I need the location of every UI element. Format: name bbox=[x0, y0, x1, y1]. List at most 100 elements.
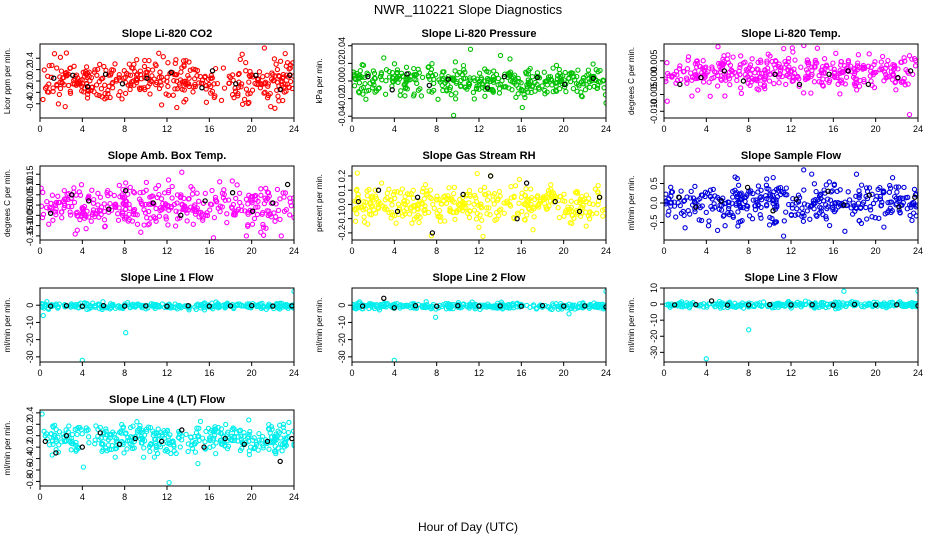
data-point bbox=[899, 78, 905, 84]
data-point bbox=[149, 73, 155, 79]
data-point bbox=[73, 442, 79, 449]
data-point bbox=[116, 182, 122, 189]
data-point bbox=[570, 85, 577, 92]
data-point bbox=[837, 304, 843, 310]
data-point bbox=[720, 213, 727, 219]
data-point bbox=[664, 302, 670, 308]
data-point bbox=[542, 78, 548, 85]
x-tick-label: 16 bbox=[516, 124, 526, 134]
data-point bbox=[530, 227, 536, 233]
x-tick-label: 4 bbox=[392, 246, 397, 256]
data-point bbox=[466, 214, 473, 221]
data-point bbox=[209, 187, 215, 194]
data-point bbox=[881, 78, 887, 84]
data-point bbox=[789, 202, 795, 208]
x-tick-label: 24 bbox=[913, 246, 923, 256]
data-point bbox=[137, 435, 143, 442]
data-point bbox=[372, 210, 379, 216]
data-point bbox=[809, 171, 815, 177]
data-point bbox=[71, 185, 77, 191]
data-point bbox=[550, 190, 557, 196]
data-point bbox=[364, 70, 370, 76]
data-point bbox=[805, 61, 812, 68]
data-point bbox=[114, 443, 120, 449]
highlight-point bbox=[772, 71, 778, 78]
highlight-point bbox=[179, 427, 185, 433]
data-point bbox=[734, 77, 740, 84]
highlight-point bbox=[116, 441, 123, 447]
data-point bbox=[419, 74, 426, 81]
data-point bbox=[224, 219, 230, 226]
data-point bbox=[57, 74, 63, 80]
highlight-point bbox=[233, 81, 239, 87]
data-point bbox=[178, 192, 184, 198]
data-point bbox=[74, 81, 80, 87]
data-point bbox=[908, 302, 914, 308]
data-point bbox=[508, 195, 514, 201]
data-point bbox=[183, 96, 189, 103]
data-point bbox=[270, 439, 276, 446]
data-point bbox=[446, 185, 452, 191]
data-point bbox=[426, 64, 432, 70]
x-tick-label: 4 bbox=[80, 368, 85, 378]
data-point bbox=[593, 67, 599, 73]
data-point bbox=[767, 193, 774, 199]
data-point bbox=[871, 61, 877, 68]
data-point bbox=[83, 425, 90, 431]
data-point bbox=[249, 221, 256, 227]
data-point bbox=[521, 216, 528, 223]
data-point bbox=[165, 60, 171, 66]
data-point bbox=[593, 303, 599, 310]
x-tick-label: 0 bbox=[37, 124, 42, 134]
data-point bbox=[169, 195, 175, 201]
data-point bbox=[668, 184, 674, 190]
x-tick-label: 8 bbox=[746, 124, 751, 134]
outlier-point bbox=[278, 233, 284, 239]
data-point bbox=[395, 201, 402, 207]
highlight-point bbox=[851, 301, 858, 308]
data-point bbox=[212, 426, 219, 432]
data-point bbox=[386, 74, 393, 80]
data-point bbox=[427, 194, 433, 201]
y-tick-label: -0.10 bbox=[25, 215, 35, 236]
data-point bbox=[791, 66, 797, 72]
data-point bbox=[793, 302, 799, 309]
data-point bbox=[397, 92, 403, 98]
data-point bbox=[864, 216, 870, 222]
highlight-point bbox=[158, 438, 165, 445]
plot-frame bbox=[663, 287, 919, 363]
data-point bbox=[52, 209, 59, 215]
y-axis-label: ml/min per min. bbox=[315, 298, 324, 353]
highlight-point bbox=[359, 303, 366, 309]
data-point bbox=[201, 307, 208, 313]
x-tick-label: 12 bbox=[786, 124, 796, 134]
x-tick-label: 4 bbox=[80, 246, 85, 256]
data-point bbox=[365, 71, 372, 78]
data-point bbox=[752, 76, 759, 82]
x-tick-label: 24 bbox=[601, 124, 611, 134]
data-point bbox=[90, 207, 97, 213]
data-point bbox=[825, 204, 831, 210]
data-point bbox=[795, 73, 801, 80]
data-point bbox=[491, 68, 497, 74]
data-point bbox=[157, 69, 163, 75]
data-point bbox=[730, 194, 736, 200]
data-point bbox=[850, 200, 856, 206]
highlight-point bbox=[825, 188, 831, 194]
data-point bbox=[69, 203, 75, 210]
chart-panel-4: Slope Amb. Box Temp.0 4 8 12 16 20 24-0.15-0.1… bbox=[3, 150, 299, 256]
data-point bbox=[389, 202, 395, 208]
data-point bbox=[159, 433, 165, 440]
data-point bbox=[273, 201, 279, 207]
data-point bbox=[477, 212, 483, 218]
data-point bbox=[394, 67, 401, 73]
data-point bbox=[52, 201, 58, 207]
data-point bbox=[420, 185, 426, 192]
data-point bbox=[394, 75, 400, 81]
data-point bbox=[895, 184, 902, 190]
data-point bbox=[708, 203, 714, 210]
data-point bbox=[231, 426, 237, 432]
panel-title: Slope Li-820 CO2 bbox=[122, 28, 212, 40]
data-point bbox=[103, 426, 109, 432]
data-point bbox=[697, 195, 703, 202]
